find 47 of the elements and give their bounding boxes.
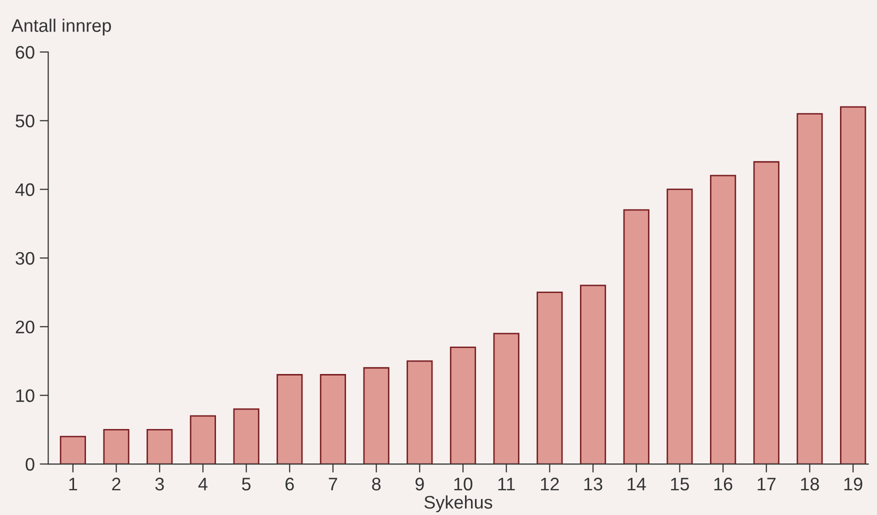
y-tick-label: 20 [16,320,34,334]
y-tick-label: 50 [16,114,34,128]
bar [320,374,346,464]
x-tick-label: 15 [671,478,689,490]
x-tick-label: 10 [454,478,472,490]
bar [710,174,736,464]
bar [60,436,86,464]
x-tick-label: 13 [584,478,602,490]
x-tick-label: 18 [801,478,819,490]
x-tick-label: 3 [155,478,164,490]
bar [536,292,563,464]
bar [753,161,780,464]
x-tick-label: 7 [328,478,338,490]
bar [363,367,390,464]
x-tick-label: 8 [372,478,381,490]
bar [450,346,476,464]
y-tick-label: 40 [15,183,34,196]
x-tick-label: 5 [242,478,251,490]
bar [233,408,260,464]
bar [190,415,216,464]
bar [276,374,303,464]
y-tick-label: 10 [16,389,34,402]
bar [103,428,130,464]
bar [666,188,693,464]
x-tick-label: 6 [286,478,294,490]
y-tick-label: 60 [16,46,34,59]
x-tick-label: 9 [415,478,424,490]
y-tick-label: 0 [26,458,34,471]
x-tick-label: 14 [628,478,646,490]
y-axis-title: Antall innrep [11,18,111,36]
x-axis-title: Sykehus [424,495,492,512]
x-tick-label: 12 [541,478,559,490]
y-tick-label: 30 [16,252,34,265]
x-tick-label: 16 [714,478,732,490]
bar [406,360,433,464]
bar [580,284,606,464]
x-tick-label: 17 [758,478,776,490]
x-tick-label: 1 [69,478,78,490]
bar [493,332,520,464]
x-tick-label: 2 [112,478,120,490]
bar [146,428,173,464]
x-tick-label: 11 [498,478,515,490]
bar [840,106,866,464]
bar [623,209,650,464]
x-tick-label: 4 [198,478,208,490]
x-tick-label: 19 [844,478,862,490]
bar [796,113,823,464]
